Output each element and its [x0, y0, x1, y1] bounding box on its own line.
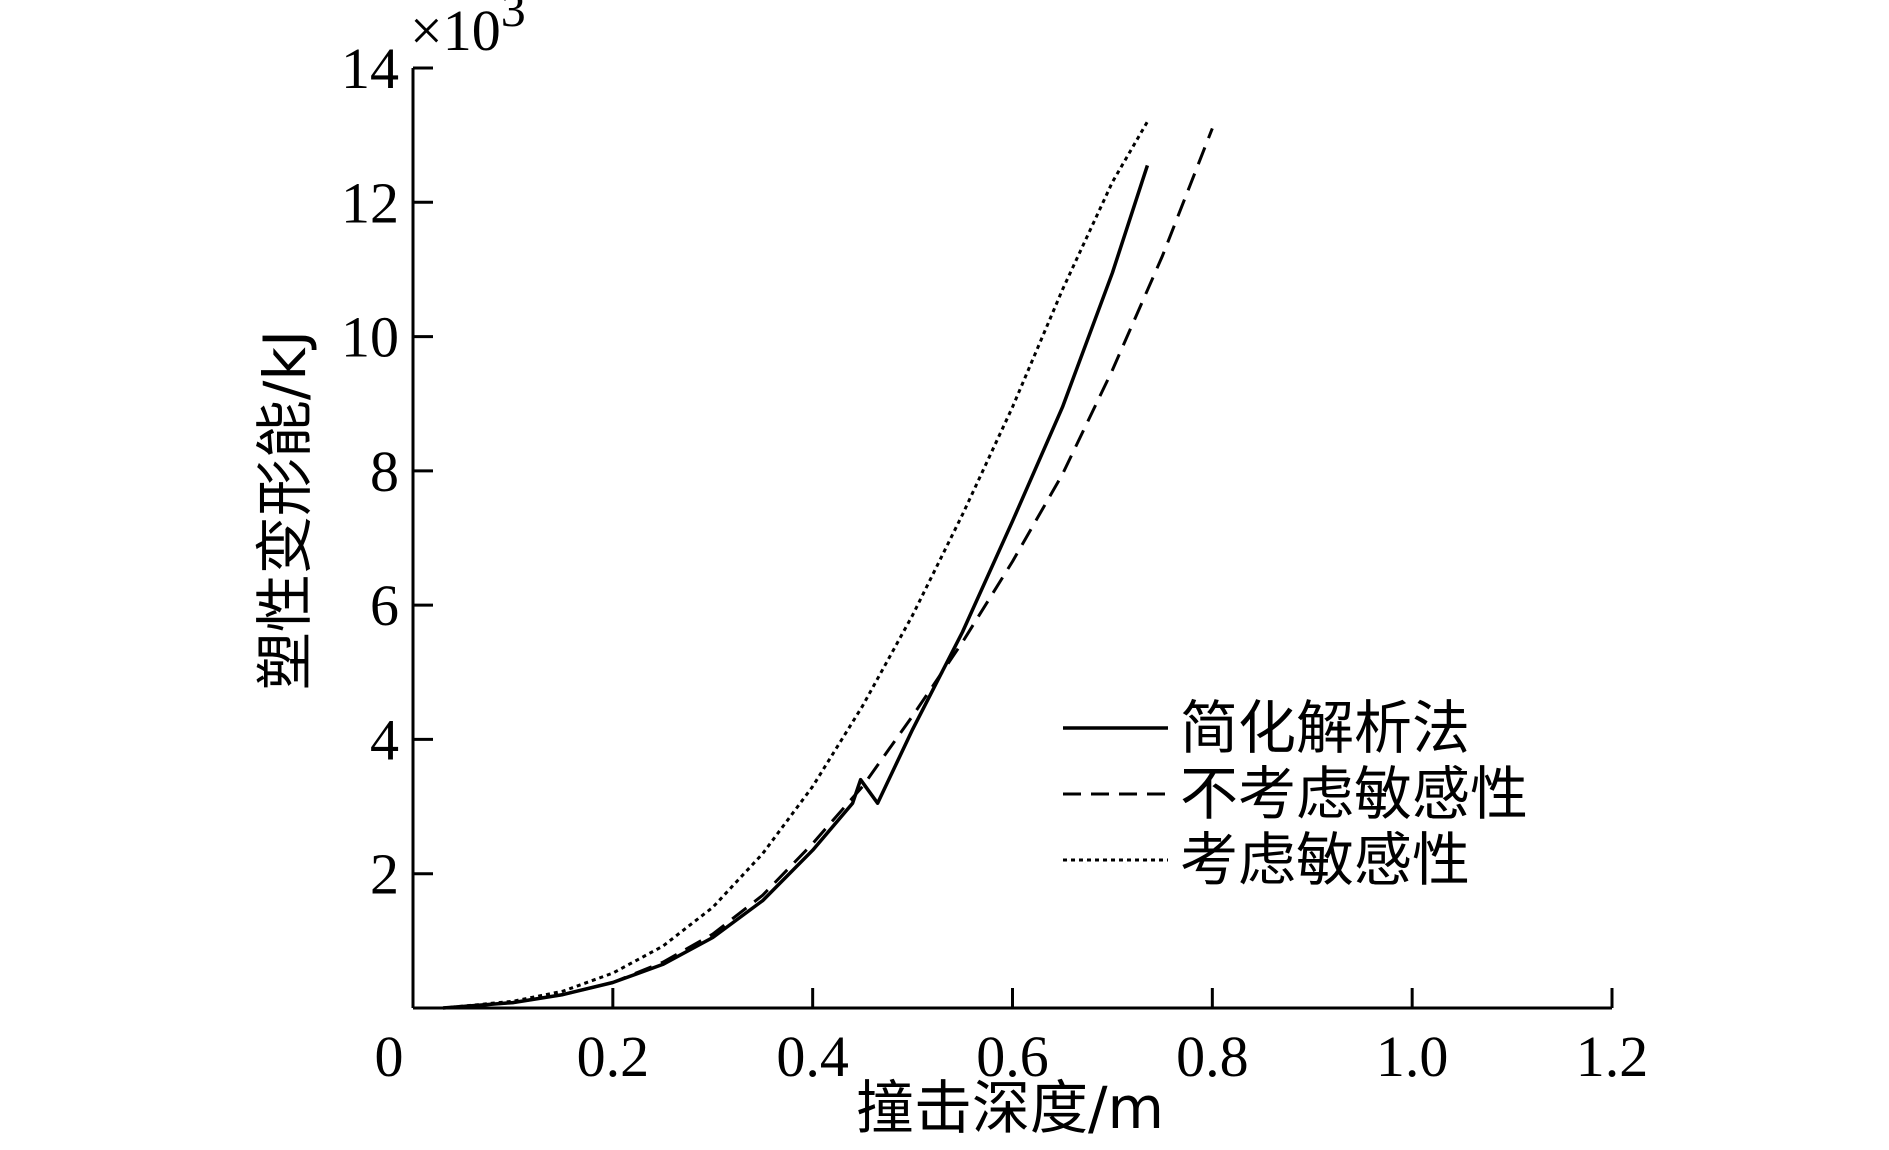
series-line-2: [442, 127, 1214, 1010]
x-tick-label: 0.2: [577, 1024, 650, 1089]
y-tick-label: 14: [341, 36, 399, 101]
y-tick-label: 2: [370, 842, 399, 907]
series: [442, 120, 1214, 1010]
y-axis-multiplier-base: ×10: [410, 0, 501, 63]
y-tick-label: 12: [341, 170, 399, 235]
y-tick-label: 4: [370, 707, 399, 772]
x-tick-label: 0.8: [1176, 1024, 1249, 1089]
y-tick-label: 6: [370, 573, 399, 638]
y-axis-multiplier: ×103: [410, 0, 526, 63]
series-line-3: [442, 120, 1149, 1010]
x-axis-title: 撞击深度/m: [856, 1074, 1164, 1142]
ticks: 0 0.2 0.4 0.6 0.8 1.0 1.2 2 4 6 8 10 12 14: [341, 36, 1648, 1089]
series-line-1: [442, 164, 1150, 1010]
y-tick-label: 8: [370, 439, 399, 504]
y-tick-label: 10: [341, 305, 399, 370]
legend-label-1: 简化解析法: [1180, 694, 1470, 762]
y-axis-title: 塑性变形能/kJ: [251, 330, 319, 690]
x-tick-label: 0.6: [976, 1024, 1049, 1089]
x-tick-label: 1.0: [1376, 1024, 1449, 1089]
x-tick-label: 0: [375, 1024, 404, 1089]
legend-label-2: 不考虑敏感性: [1180, 760, 1528, 828]
x-tick-label: 1.2: [1576, 1024, 1649, 1089]
legend-label-3: 考虑敏感性: [1180, 826, 1470, 894]
x-tick-label: 0.4: [776, 1024, 849, 1089]
y-axis-multiplier-exponent: 3: [501, 0, 526, 37]
